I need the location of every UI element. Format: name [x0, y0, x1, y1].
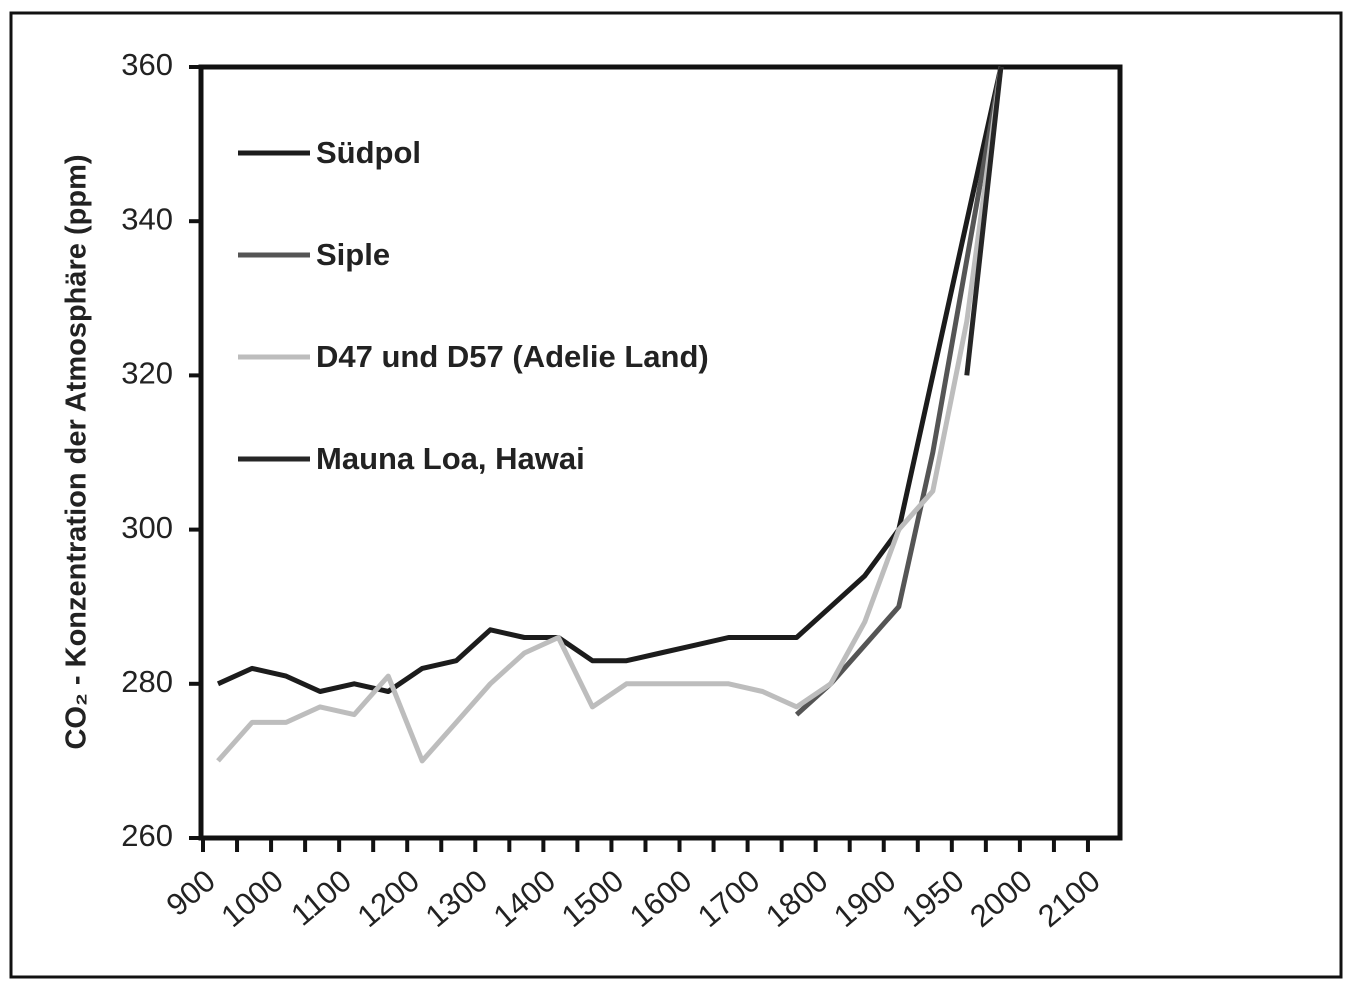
series-line — [794, 66, 1004, 717]
legend-label: Mauna Loa, Hawai — [316, 441, 585, 476]
x-tick-label: 900 — [160, 863, 222, 923]
x-tick-label: 1400 — [487, 863, 562, 934]
series-line — [216, 66, 1004, 694]
x-tick-label: 1600 — [623, 863, 698, 934]
y-tick-label: 260 — [121, 818, 173, 853]
legend-label: Südpol — [316, 135, 421, 170]
x-tick-label: 2100 — [1031, 863, 1106, 934]
x-tick-label: 1800 — [759, 863, 834, 934]
x-tick-label: 1200 — [351, 863, 426, 934]
series-line — [964, 66, 1004, 376]
x-tick-label: 1700 — [691, 863, 766, 934]
y-tick-label: 300 — [121, 510, 173, 545]
y-axis-label: CO₂ - Konzentration der Atmosphäre (ppm) — [61, 154, 93, 749]
x-tick-label: 1100 — [284, 863, 358, 933]
y-tick-label: 320 — [121, 356, 173, 391]
x-tick-label: 1950 — [895, 863, 970, 934]
frame — [9, 11, 1343, 979]
legend-label: Siple — [316, 237, 390, 272]
legend-label: D47 und D57 (Adelie Land) — [316, 339, 709, 374]
series-line — [216, 66, 1004, 764]
x-tick-label: 2000 — [963, 863, 1038, 934]
x-tick-label: 1900 — [827, 863, 902, 934]
y-tick-label: 280 — [121, 664, 173, 699]
y-tick-label: 340 — [121, 201, 173, 236]
x-tick-label: 1500 — [555, 863, 630, 934]
x-tick-label: 1000 — [215, 863, 290, 934]
x-tick-label: 1300 — [419, 863, 494, 934]
plot-area — [198, 64, 1123, 841]
y-tick-label: 360 — [121, 47, 173, 82]
